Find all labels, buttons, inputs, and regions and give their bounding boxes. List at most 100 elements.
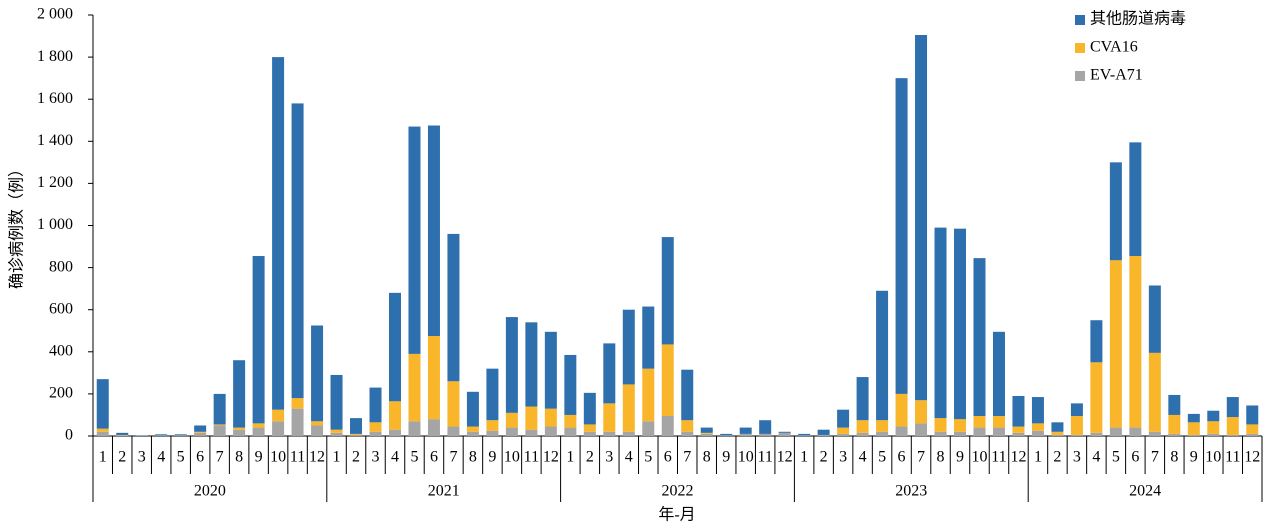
bar-segment xyxy=(1187,422,1200,435)
bar-segment xyxy=(447,426,460,436)
year-label: 2022 xyxy=(662,483,694,500)
bar-segment xyxy=(1051,422,1064,432)
legend-label: 其他肠道病毒 xyxy=(1090,10,1186,28)
bar-segment xyxy=(817,434,830,436)
bar-segment xyxy=(1109,427,1122,436)
bar-segment xyxy=(369,387,382,423)
bar-segment xyxy=(1129,427,1142,436)
x-tick-label: 8 xyxy=(1170,449,1178,466)
x-tick-label: 8 xyxy=(937,449,945,466)
x-tick-label: 9 xyxy=(722,449,730,466)
bar-segment xyxy=(642,421,655,436)
x-tick-label: 11 xyxy=(757,449,772,466)
y-tick-label: 2 000 xyxy=(37,6,73,23)
bar-segment xyxy=(759,433,772,436)
bar-segment xyxy=(622,431,635,436)
bar-segment xyxy=(252,427,265,436)
bar-segment xyxy=(681,420,694,432)
bar-segment xyxy=(369,422,382,432)
bar-segment xyxy=(778,431,791,433)
bar-segment xyxy=(369,431,382,436)
bar-segment xyxy=(311,425,324,436)
x-tick-label: 2 xyxy=(352,449,360,466)
bar-segment xyxy=(1246,433,1259,436)
x-tick-label: 7 xyxy=(216,449,224,466)
legend-swatch xyxy=(1075,15,1085,25)
bar-segment xyxy=(388,429,401,436)
bar-segment xyxy=(661,237,674,345)
x-tick-label: 1 xyxy=(800,449,808,466)
x-tick-label: 3 xyxy=(839,449,847,466)
year-label: 2020 xyxy=(194,483,226,500)
x-tick-label: 8 xyxy=(703,449,711,466)
bar-segment xyxy=(1051,434,1064,436)
bar-segment xyxy=(96,379,109,429)
bar-segment xyxy=(486,368,499,421)
bar-segment xyxy=(1012,432,1025,436)
bar-segment xyxy=(1226,397,1239,418)
bar-segment xyxy=(1187,434,1200,436)
x-tick-label: 4 xyxy=(625,449,633,466)
bar-segment xyxy=(525,406,538,430)
bar-segment xyxy=(622,309,635,385)
year-label: 2021 xyxy=(428,483,460,500)
bar-segment xyxy=(427,125,440,337)
bar-segment xyxy=(466,391,479,427)
x-tick-label: 4 xyxy=(1092,449,1100,466)
bar-segment xyxy=(466,426,479,432)
bar-segment xyxy=(252,423,265,428)
bar-segment xyxy=(1012,396,1025,427)
bar-segment xyxy=(330,429,343,433)
x-tick-label: 5 xyxy=(177,449,185,466)
x-tick-label: 11 xyxy=(290,449,305,466)
bar-segment xyxy=(1070,434,1083,436)
bar-segment xyxy=(954,228,967,420)
bar-segment xyxy=(973,258,986,417)
bar-segment xyxy=(505,317,518,413)
bar-segment xyxy=(447,381,460,427)
x-tick-label: 12 xyxy=(1244,449,1260,466)
bar-segment xyxy=(720,433,733,436)
bar-segment xyxy=(1148,431,1161,436)
y-tick-label: 1 000 xyxy=(37,216,73,233)
bar-segment xyxy=(174,435,187,436)
y-tick-label: 200 xyxy=(49,385,73,402)
bar-segment xyxy=(408,126,421,354)
bar-segment xyxy=(681,369,694,421)
bar-segment xyxy=(155,435,168,436)
bar-segment xyxy=(759,420,772,434)
bar-segment xyxy=(272,409,285,422)
year-label: 2023 xyxy=(895,483,927,500)
x-tick-label: 7 xyxy=(449,449,457,466)
bar-segment xyxy=(1031,397,1044,424)
bar-segment xyxy=(1168,414,1181,434)
x-tick-label: 10 xyxy=(270,449,286,466)
x-tick-label: 10 xyxy=(738,449,754,466)
bar-segment xyxy=(992,427,1005,436)
x-tick-label: 8 xyxy=(235,449,243,466)
x-tick-label: 6 xyxy=(898,449,906,466)
x-tick-label: 10 xyxy=(1205,449,1221,466)
bar-segment xyxy=(700,427,713,433)
bar-segment xyxy=(992,331,1005,417)
bar-segment xyxy=(603,343,616,404)
bar-segment xyxy=(291,398,304,409)
bar-segment xyxy=(700,432,713,434)
y-axis-title: 确诊病例数（例） xyxy=(8,161,26,289)
x-tick-label: 5 xyxy=(1112,449,1120,466)
bar-segment xyxy=(700,433,713,436)
bar-segment xyxy=(798,435,811,436)
bar-segment xyxy=(583,424,596,432)
bar-segment xyxy=(350,418,363,434)
bar-segment xyxy=(427,419,440,436)
x-tick-label: 6 xyxy=(196,449,204,466)
bar-segment xyxy=(1090,320,1103,363)
bar-segment xyxy=(194,432,207,436)
x-tick-label: 3 xyxy=(605,449,613,466)
bar-segment xyxy=(505,412,518,428)
bar-segment xyxy=(934,227,947,419)
x-tick-label: 4 xyxy=(391,449,399,466)
bar-segment xyxy=(252,256,265,424)
bar-segment xyxy=(856,432,869,436)
bar-segment xyxy=(155,434,168,436)
